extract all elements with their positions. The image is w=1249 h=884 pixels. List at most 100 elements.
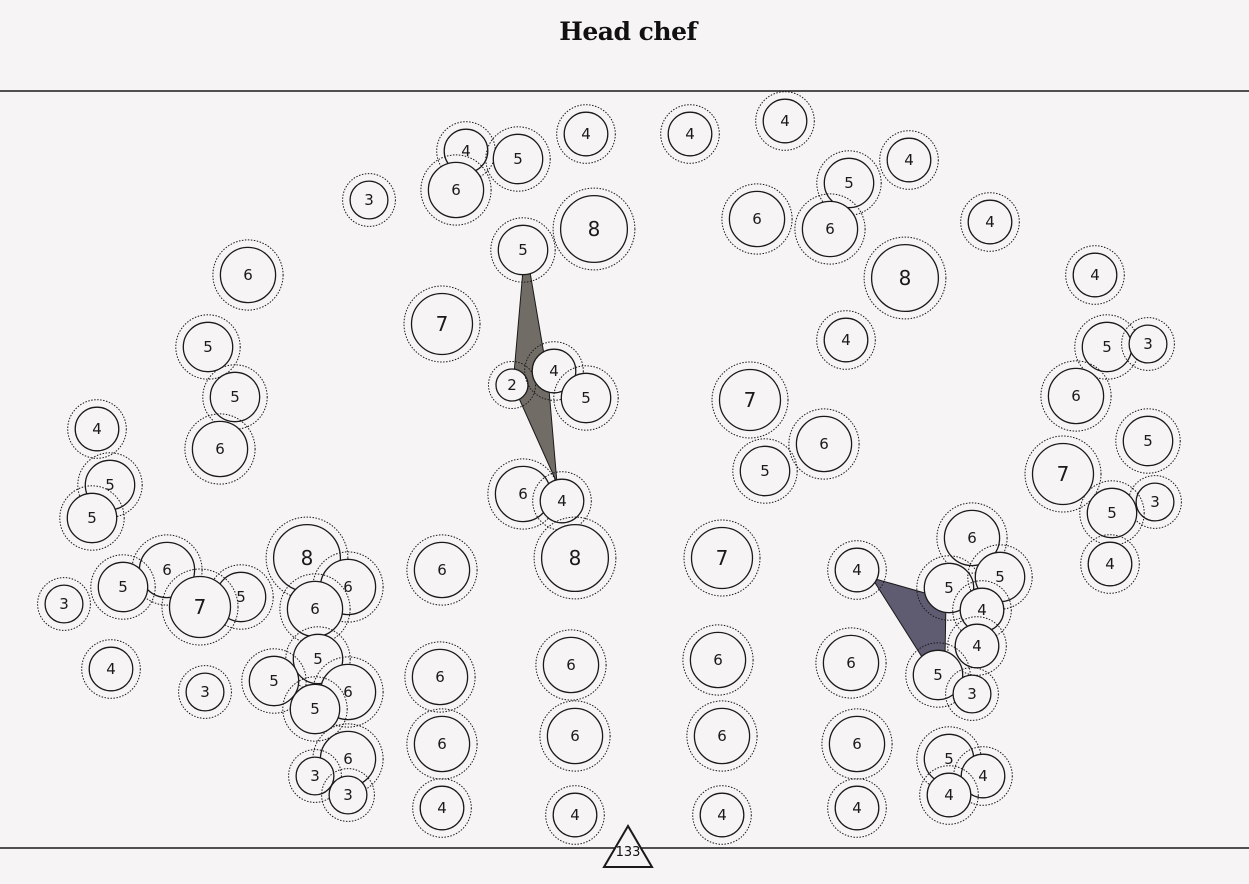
- node-n15: 6: [212, 239, 284, 311]
- node-value: 5: [1143, 432, 1153, 450]
- node-n16: 8: [863, 236, 947, 320]
- node-circle: [492, 133, 544, 185]
- node-n83: 4: [545, 785, 605, 845]
- node-value: 6: [717, 727, 727, 745]
- node-circle: [912, 649, 964, 701]
- node-n60: 6: [682, 624, 754, 696]
- node-circle: [967, 199, 1013, 245]
- node-value: 3: [1150, 493, 1160, 511]
- node-value: 4: [549, 362, 559, 380]
- node-n17: 4: [1065, 245, 1125, 305]
- node-value: 5: [269, 672, 279, 690]
- marker-label: 133: [616, 845, 641, 860]
- node-value: 4: [904, 151, 914, 169]
- node-halo: [288, 749, 342, 803]
- node-value: 3: [967, 685, 977, 703]
- node-circle: [667, 111, 713, 157]
- node-value: 6: [819, 435, 829, 453]
- node-circle: [828, 715, 886, 773]
- node-halo: [282, 676, 348, 742]
- node-n21: 5: [1074, 314, 1140, 380]
- node-halo: [59, 485, 125, 551]
- node-n40: 5: [1079, 480, 1145, 546]
- node-value: 4: [985, 213, 995, 231]
- node-circle: [690, 526, 754, 590]
- node-circle: [411, 648, 469, 706]
- node-value: 5: [1102, 338, 1112, 356]
- node-n32: 5: [1115, 408, 1181, 474]
- node-value: 6: [451, 181, 461, 199]
- node-n10: 8: [552, 187, 636, 271]
- node-circle: [954, 623, 1000, 669]
- node-value: 4: [1090, 266, 1100, 284]
- node-halo: [420, 154, 492, 226]
- node-n72: 6: [686, 700, 758, 772]
- node-halo: [533, 516, 617, 600]
- node-n69: 3: [945, 667, 999, 721]
- node-n27: 7: [711, 361, 789, 439]
- node-circle: [926, 772, 972, 818]
- node-n41: 6: [936, 502, 1008, 574]
- node-n77: 3: [288, 749, 342, 803]
- node-circle: [413, 715, 471, 773]
- node-n43: 8: [533, 516, 617, 600]
- node-halo: [755, 91, 815, 151]
- node-circle: [495, 368, 529, 402]
- node-halo: [342, 173, 396, 227]
- node-value: 4: [717, 806, 727, 824]
- node-n7: 5: [816, 150, 882, 216]
- node-n18: 7: [403, 285, 481, 363]
- node-halo: [208, 564, 274, 630]
- node-halo: [212, 239, 284, 311]
- node-halo: [827, 778, 887, 838]
- node-value: 4: [557, 492, 567, 510]
- node-halo: [403, 285, 481, 363]
- node-n46: 6: [406, 534, 478, 606]
- node-n28: 6: [1040, 360, 1112, 432]
- node-halo: [827, 540, 887, 600]
- node-value: 4: [685, 125, 695, 143]
- node-halo: [821, 708, 893, 780]
- node-n14: 5: [490, 217, 556, 283]
- node-value: 6: [566, 656, 576, 674]
- node-value: 4: [570, 806, 580, 824]
- node-n70: 5: [282, 676, 348, 742]
- node-n55: 7: [161, 568, 239, 646]
- node-value: 6: [752, 210, 762, 228]
- node-value: 6: [343, 750, 353, 768]
- node-value: 5: [995, 568, 1005, 586]
- node-circle: [801, 200, 859, 258]
- node-circle: [497, 224, 549, 276]
- node-circle: [1047, 367, 1105, 425]
- node-circle: [886, 137, 932, 183]
- node-value: 3: [343, 786, 353, 804]
- node-value: 6: [243, 266, 253, 284]
- node-value: 7: [436, 312, 449, 336]
- node-halo: [285, 626, 351, 692]
- node-circle: [546, 707, 604, 765]
- node-value: 4: [841, 331, 851, 349]
- node-value: 5: [944, 750, 954, 768]
- node-value: 4: [852, 561, 862, 579]
- node-halo: [77, 452, 143, 518]
- node-circle: [74, 406, 120, 452]
- node-value: 7: [744, 388, 757, 412]
- node-circle: [349, 180, 389, 220]
- node-value: 7: [1057, 462, 1070, 486]
- node-circle: [563, 111, 609, 157]
- node-circle: [427, 161, 485, 219]
- node-circle: [560, 372, 612, 424]
- node-halo: [490, 217, 556, 283]
- node-circle: [191, 420, 249, 478]
- node-n73: 6: [406, 708, 478, 780]
- node-circle: [182, 321, 234, 373]
- node-halo: [788, 408, 860, 480]
- node-circle: [219, 246, 277, 304]
- node-halo: [1115, 408, 1181, 474]
- node-n80: 4: [919, 765, 979, 825]
- node-value: 4: [972, 637, 982, 655]
- node-n58: 4: [947, 616, 1007, 676]
- node-circle: [739, 445, 791, 497]
- node-halo: [1121, 317, 1175, 371]
